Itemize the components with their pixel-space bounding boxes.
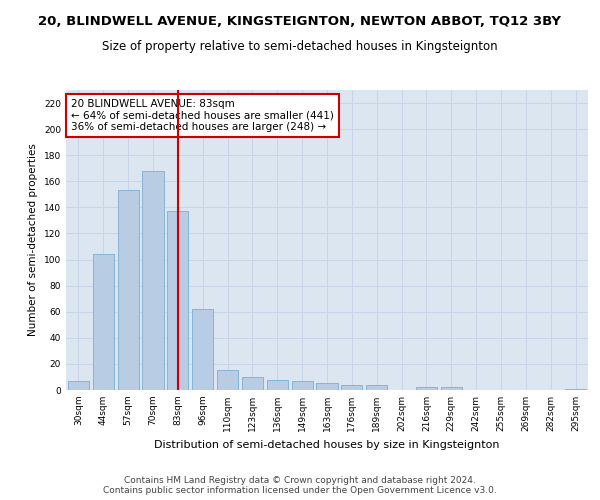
Bar	[267, 380, 288, 390]
Bar	[292, 381, 313, 390]
Bar	[565, 388, 586, 390]
Bar	[441, 388, 462, 390]
Bar	[366, 385, 387, 390]
Bar	[242, 377, 263, 390]
Bar	[142, 171, 164, 390]
Bar	[118, 190, 139, 390]
Text: 20, BLINDWELL AVENUE, KINGSTEIGNTON, NEWTON ABBOT, TQ12 3BY: 20, BLINDWELL AVENUE, KINGSTEIGNTON, NEW…	[38, 15, 562, 28]
Y-axis label: Number of semi-detached properties: Number of semi-detached properties	[28, 144, 38, 336]
Text: Size of property relative to semi-detached houses in Kingsteignton: Size of property relative to semi-detach…	[102, 40, 498, 53]
Bar	[192, 309, 213, 390]
X-axis label: Distribution of semi-detached houses by size in Kingsteignton: Distribution of semi-detached houses by …	[154, 440, 500, 450]
Bar	[316, 384, 338, 390]
Bar	[217, 370, 238, 390]
Bar	[93, 254, 114, 390]
Bar	[341, 385, 362, 390]
Bar	[68, 381, 89, 390]
Text: Contains HM Land Registry data © Crown copyright and database right 2024.
Contai: Contains HM Land Registry data © Crown c…	[103, 476, 497, 495]
Text: 20 BLINDWELL AVENUE: 83sqm
← 64% of semi-detached houses are smaller (441)
36% o: 20 BLINDWELL AVENUE: 83sqm ← 64% of semi…	[71, 99, 334, 132]
Bar	[167, 212, 188, 390]
Bar	[416, 388, 437, 390]
